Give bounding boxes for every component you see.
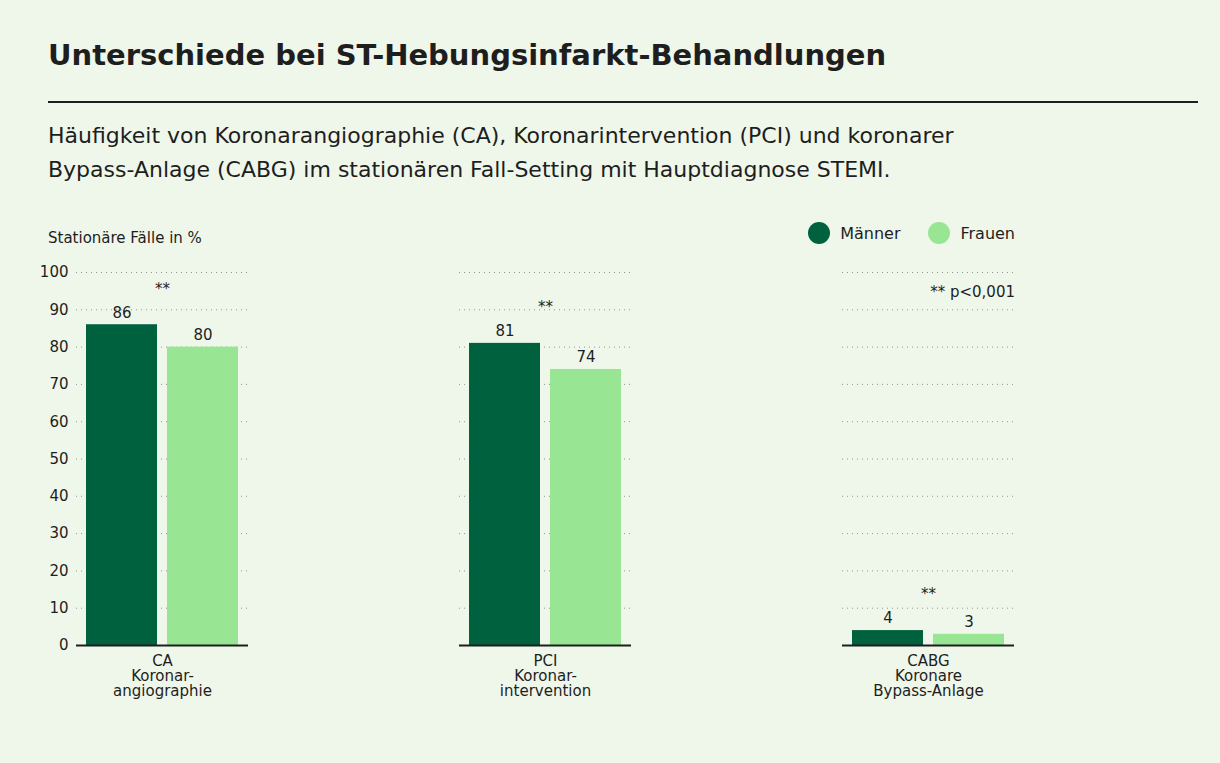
svg-text:**: ** (155, 280, 171, 298)
svg-text:60: 60 (49, 413, 68, 431)
html-text:Häufigkeit von Koronarangiogra: Häufigkeit von Koronarangiographie (CA),… (48, 123, 954, 182)
html-text:Unterschiede bei ST-Hebungsinf: Unterschiede bei ST-Hebungsinfarkt-Behan… (48, 38, 887, 72)
svg-text:50: 50 (49, 450, 68, 468)
svg-text:80: 80 (193, 326, 212, 344)
svg-text:40: 40 (49, 487, 68, 505)
html-text:** p<0,001: ** p<0,001 (930, 283, 1015, 301)
svg-text:**: ** (538, 298, 554, 316)
svg-text:PCIKoronar-intervention: PCIKoronar-intervention (500, 652, 591, 700)
svg-text:20: 20 (49, 562, 68, 580)
svg-text:30: 30 (49, 524, 68, 542)
svg-text:CABGKoronareBypass-Anlage: CABGKoronareBypass-Anlage (873, 652, 983, 700)
html-text:Frauen: Frauen (960, 223, 1015, 243)
html-text:Männer: Männer (840, 223, 901, 243)
svg-text:10: 10 (49, 599, 68, 617)
svg-text:70: 70 (49, 375, 68, 393)
svg-text:74: 74 (576, 348, 595, 366)
svg-text:**: ** (921, 585, 937, 603)
svg-text:0: 0 (59, 636, 69, 654)
svg-text:100: 100 (40, 263, 69, 281)
html-text:Stationäre Fälle in %: Stationäre Fälle in % (48, 229, 202, 247)
svg-text:90: 90 (49, 301, 68, 319)
svg-text:81: 81 (495, 322, 514, 340)
svg-text:CAKoronar-angiographie: CAKoronar-angiographie (113, 652, 212, 700)
svg-text:4: 4 (883, 609, 893, 627)
svg-text:80: 80 (49, 338, 68, 356)
svg-text:86: 86 (112, 304, 131, 322)
svg-text:3: 3 (964, 613, 974, 631)
